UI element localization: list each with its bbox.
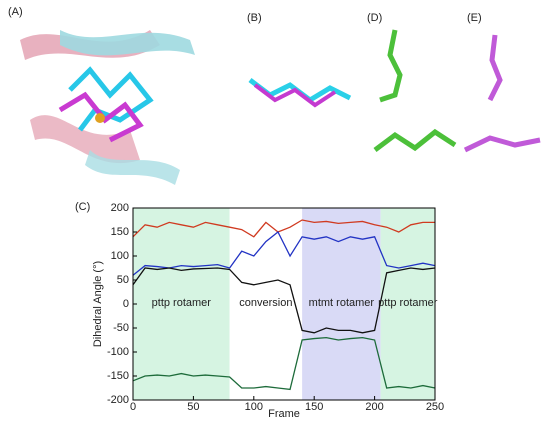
x-tick-label: 50	[187, 401, 199, 413]
region-label: pttp rotamer	[152, 297, 212, 309]
y-tick-label: 100	[111, 250, 129, 262]
region-label: mtmt rotamer	[309, 297, 375, 309]
series-line	[132, 219, 435, 238]
y-tick-label: -200	[107, 394, 129, 406]
region-label: conversion	[239, 297, 292, 309]
y-tick-label: 0	[123, 298, 129, 310]
y-tick-label: -100	[107, 346, 129, 358]
region	[380, 208, 435, 400]
panel-label: (A)	[8, 6, 23, 18]
series-line	[132, 230, 436, 276]
series-line	[132, 336, 436, 391]
y-tick-label: 150	[111, 226, 129, 238]
y-tick-label: -150	[107, 370, 129, 382]
x-tick-label: 100	[245, 401, 263, 413]
y-axis-label: Dihedral Angle (°)	[92, 261, 104, 347]
series-line	[132, 267, 436, 334]
molecule-images	[20, 29, 541, 185]
panel-label: (B)	[247, 12, 262, 24]
x-tick-label: 200	[365, 401, 383, 413]
panel-label: (C)	[75, 201, 90, 213]
region-label: pttp rotamer	[378, 297, 438, 309]
x-tick-label: 0	[130, 401, 136, 413]
region	[229, 208, 303, 400]
panel-label: (D)	[367, 12, 382, 24]
plot: pttp rotamer conversion mtmt rotamer pttp r…	[107, 202, 444, 413]
y-tick-label: 50	[117, 274, 129, 286]
region	[133, 208, 230, 400]
y-tick-label: 200	[111, 202, 129, 214]
x-tick-label: 250	[426, 401, 444, 413]
x-tick-label: 150	[305, 401, 323, 413]
panel-label: (E)	[467, 12, 482, 24]
y-tick-label: -50	[113, 322, 129, 334]
x-axis-label: Frame	[268, 408, 300, 420]
